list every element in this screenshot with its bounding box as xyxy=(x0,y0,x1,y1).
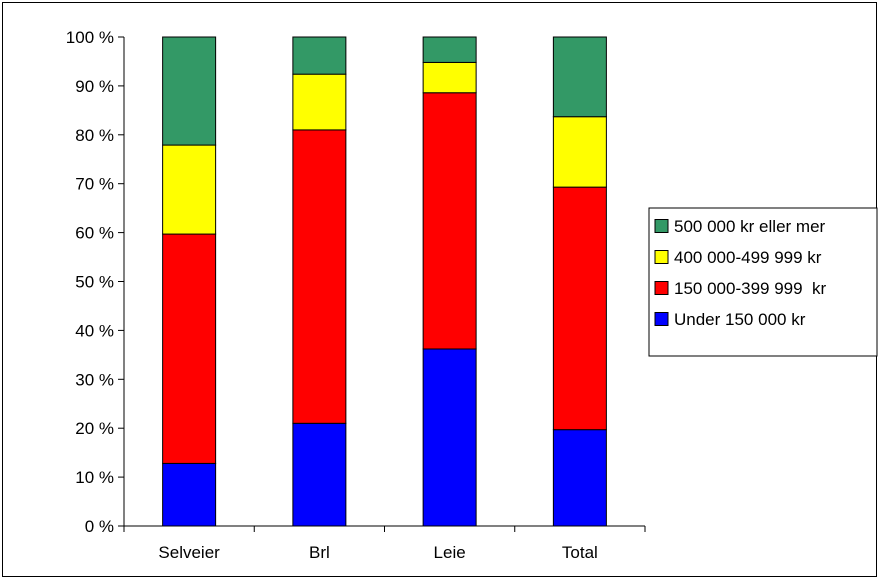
y-tick-label: 100 % xyxy=(66,28,114,47)
legend-label: 500 000 kr eller mer xyxy=(674,217,826,236)
bar-segment xyxy=(162,233,217,464)
legend-swatch xyxy=(654,312,669,326)
bar-segment xyxy=(422,36,477,63)
legend: 500 000 kr eller mer 400 000-499 999 kr 15… xyxy=(648,207,878,357)
y-axis: 0 % 10 % 20 % 30 % 40 % 50 % 60 % 70 % 80 % 90 % 1… xyxy=(66,28,125,536)
y-tick-label: 70 % xyxy=(75,175,114,194)
bar-segment xyxy=(292,73,347,131)
x-tick-label: Total xyxy=(562,543,598,562)
y-tick-label: 90 % xyxy=(75,77,114,96)
bar-segment xyxy=(292,422,347,527)
y-tick-label: 0 % xyxy=(85,517,114,536)
legend-label: 400 000-499 999 kr xyxy=(674,248,822,267)
bar-segment xyxy=(552,116,607,188)
bars xyxy=(162,36,607,527)
bar-segment xyxy=(292,36,347,75)
y-tick-label: 30 % xyxy=(75,370,114,389)
x-axis: Selveier Brl Leie Total xyxy=(123,525,646,562)
bar-segment xyxy=(162,462,217,527)
legend-label: Under 150 000 kr xyxy=(674,310,806,329)
bar-segment xyxy=(162,144,217,235)
bar-segment xyxy=(422,92,477,350)
legend-swatch xyxy=(654,250,669,264)
legend-label: 150 000-399 999 kr xyxy=(674,279,827,298)
bar-segment xyxy=(552,186,607,431)
bar-segment xyxy=(422,348,477,527)
y-tick-label: 80 % xyxy=(75,126,114,145)
legend-swatch xyxy=(654,281,669,295)
x-tick-label: Leie xyxy=(434,543,466,562)
y-tick-label: 50 % xyxy=(75,273,114,292)
x-tick-label: Selveier xyxy=(158,543,220,562)
legend-swatch xyxy=(654,219,669,233)
bar-segment xyxy=(552,429,607,527)
y-tick-label: 40 % xyxy=(75,321,114,340)
y-tick-label: 20 % xyxy=(75,419,114,438)
bar-segment xyxy=(552,36,607,118)
bar-segment xyxy=(422,61,477,94)
y-tick-label: 60 % xyxy=(75,224,114,243)
x-tick-label: Brl xyxy=(309,543,330,562)
bar-segment xyxy=(162,36,217,146)
bar-segment xyxy=(292,129,347,424)
y-tick-label: 10 % xyxy=(75,468,114,487)
legend-box xyxy=(648,207,878,357)
